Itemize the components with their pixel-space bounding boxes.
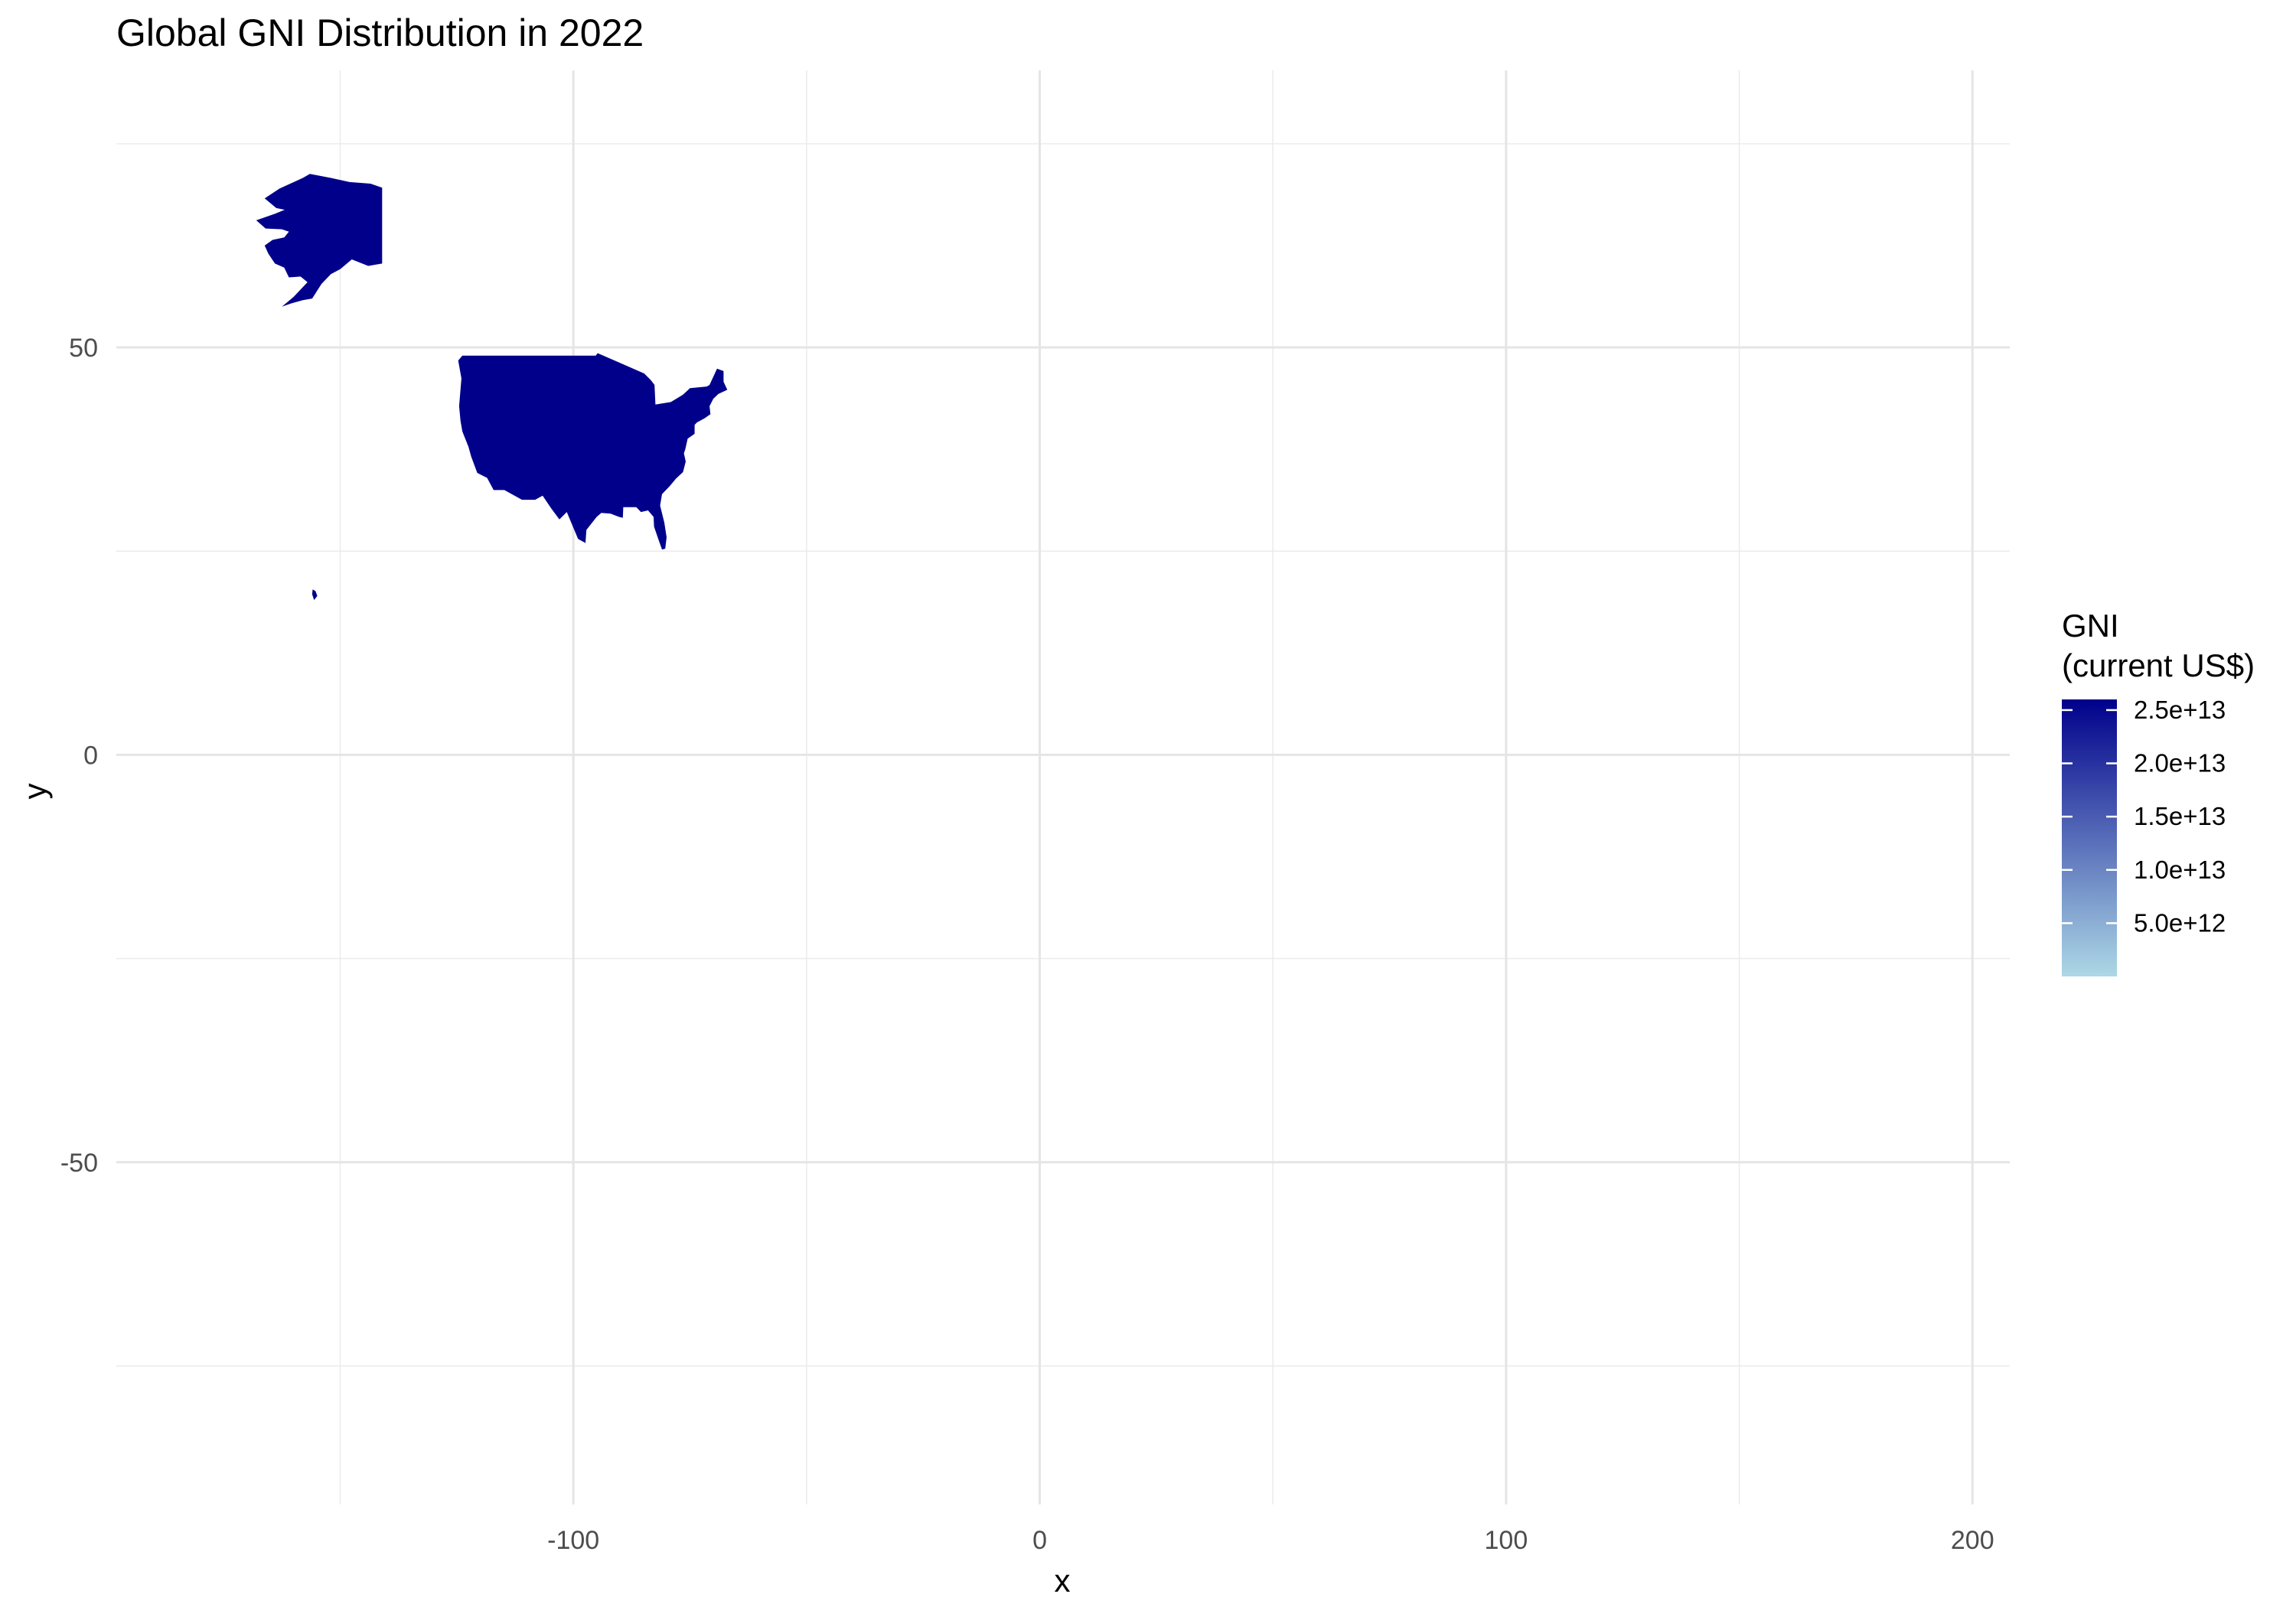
legend-title-line1: GNI	[2062, 608, 2119, 644]
legend-title-line2: (current US$)	[2062, 647, 2255, 683]
map-region-1	[256, 174, 383, 307]
y-axis-title: y	[17, 784, 53, 800]
legend-tick-label: 2.5e+13	[2134, 696, 2226, 724]
axis-tick-labels: -100 0 100 200 50 0 -50	[60, 334, 1994, 1555]
legend-ticks: 2.5e+13 2.0e+13 1.5e+13 1.0e+13 5.0e+12	[2062, 696, 2226, 937]
x-tick-label: 100	[1485, 1526, 1528, 1555]
legend-tick-label: 2.0e+13	[2134, 749, 2226, 777]
map-region-0	[458, 353, 728, 550]
x-tick-label: 200	[1951, 1526, 1994, 1555]
map-region-2	[311, 589, 318, 601]
legend-colorbar	[2062, 699, 2117, 976]
x-tick-label: -100	[547, 1526, 599, 1555]
legend-tick-label: 1.0e+13	[2134, 856, 2226, 884]
y-tick-label: -50	[60, 1149, 98, 1178]
legend: GNI (current US$) 2.5e+13 2.0e+13 1.5e+13 1…	[2062, 608, 2255, 976]
x-tick-label: 0	[1032, 1526, 1047, 1555]
legend-tick-label: 1.5e+13	[2134, 802, 2226, 830]
y-tick-label: 50	[69, 334, 98, 363]
x-axis-title: x	[1055, 1563, 1071, 1599]
y-tick-label: 0	[83, 741, 98, 770]
map-regions	[256, 174, 728, 601]
grid-lines	[116, 70, 2010, 1504]
legend-tick-label: 5.0e+12	[2134, 908, 2226, 937]
chart-title: Global GNI Distribution in 2022	[116, 11, 644, 54]
